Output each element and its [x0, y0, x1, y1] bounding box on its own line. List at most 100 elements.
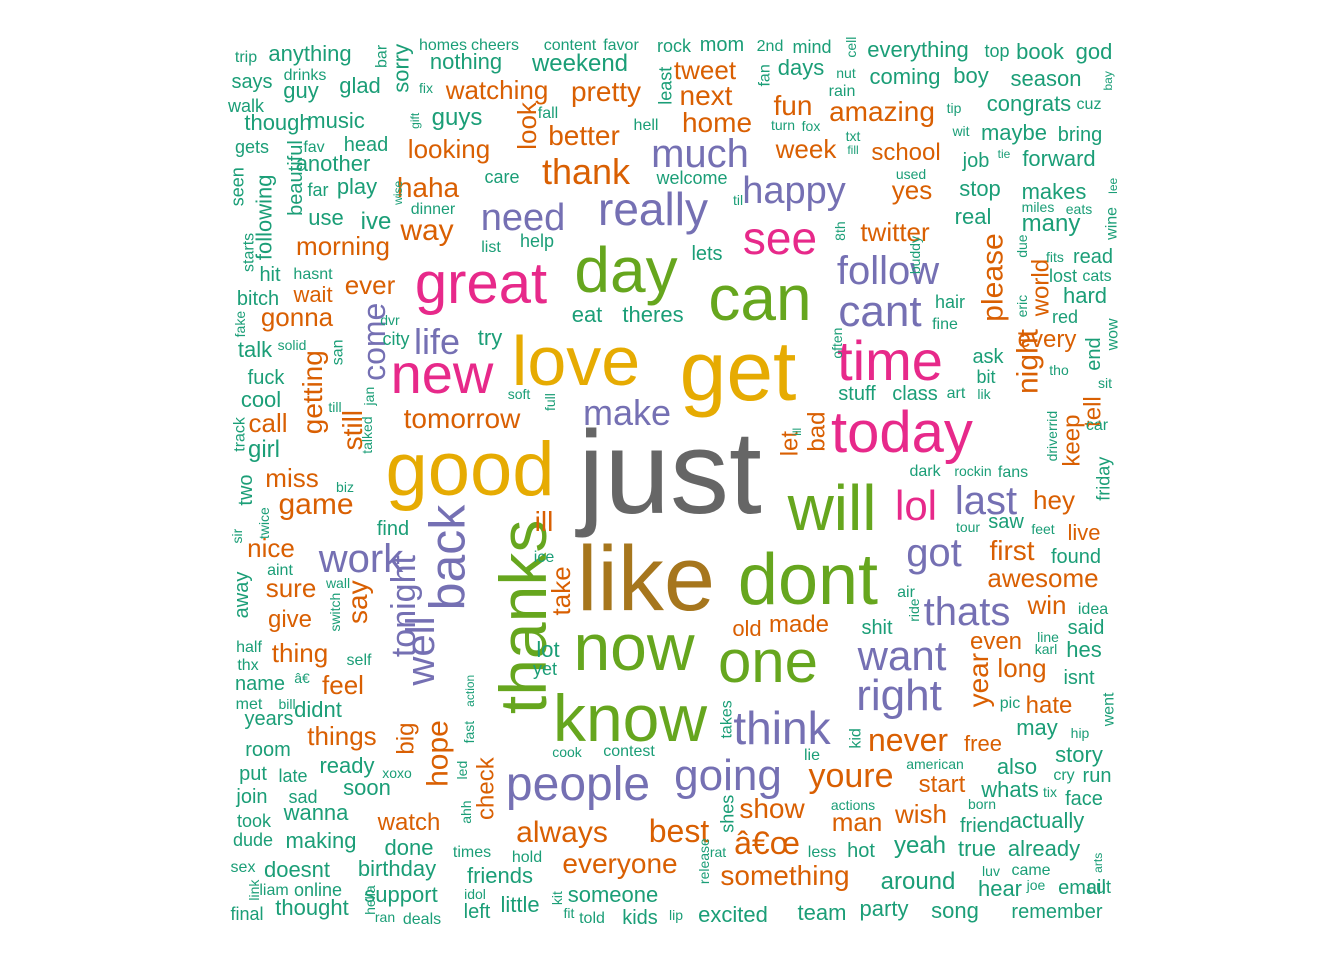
word-car: car — [1086, 417, 1109, 434]
word-isnt: isnt — [1063, 667, 1095, 689]
word-final: final — [230, 904, 263, 924]
word-fast: fast — [461, 721, 477, 744]
word-twitter: twitter — [860, 217, 930, 247]
word-sad: sad — [288, 787, 317, 807]
word-game: game — [278, 488, 353, 521]
word-play: play — [337, 174, 377, 199]
word-congrats: congrats — [987, 91, 1071, 116]
word-little: little — [500, 892, 539, 917]
word-favor: favor — [603, 37, 639, 54]
word-done: done — [385, 835, 434, 860]
word-week: week — [775, 134, 838, 164]
word-school: school — [871, 139, 940, 166]
word-always: always — [516, 816, 608, 849]
word-thought: thought — [275, 895, 348, 920]
word-win: win — [1026, 590, 1066, 620]
word-told: told — [579, 910, 605, 927]
word-real: real — [955, 204, 992, 229]
word-better: better — [548, 120, 620, 151]
word-got: got — [906, 531, 962, 575]
word-made: made — [769, 611, 829, 638]
word-much: much — [651, 132, 749, 176]
word-bad: bad — [803, 412, 830, 452]
word-face: face — [1065, 788, 1103, 810]
word-walk: walk — [227, 96, 265, 116]
word-top: top — [984, 41, 1009, 61]
word-party: party — [860, 896, 909, 921]
word-find: find — [377, 518, 409, 540]
word-really: really — [598, 183, 708, 235]
word-arts: arts — [1091, 853, 1105, 873]
word-came: came — [1011, 862, 1050, 879]
word-action: action — [463, 675, 477, 707]
word-full: full — [542, 393, 558, 411]
word-rain: rain — [829, 83, 856, 100]
word-girl2: gift — [408, 112, 422, 129]
word-remember: remember — [1011, 901, 1102, 923]
word-city: city — [383, 329, 410, 349]
word-went: went — [1101, 692, 1118, 727]
word-hope: hope — [422, 720, 455, 787]
word-sorry: sorry — [389, 44, 414, 93]
word-back: back — [420, 504, 476, 611]
word-less: less — [808, 844, 836, 861]
word-season: season — [1011, 66, 1082, 91]
word-last: last — [955, 479, 1017, 523]
word-sure: sure — [266, 573, 317, 603]
word-ride: ride — [906, 598, 922, 622]
word-gonna: gonna — [261, 302, 334, 332]
word-think: think — [733, 702, 831, 754]
word-try: try — [478, 325, 502, 350]
word-work: work — [318, 537, 404, 581]
word-room: room — [245, 739, 291, 761]
word-sex: sex — [231, 859, 256, 876]
word-karl: karl — [1035, 641, 1058, 657]
word-least: least — [655, 67, 675, 105]
word-thats: thats — [924, 590, 1011, 634]
word-list: list — [481, 239, 501, 256]
word-fox: fox — [802, 118, 821, 134]
word-start: start — [919, 771, 966, 798]
word-sir: sir — [229, 528, 245, 543]
word-left: left — [464, 901, 491, 923]
word-join: join — [235, 786, 267, 808]
word-awesome: awesome — [987, 563, 1098, 593]
word-mind: mind — [792, 37, 831, 57]
word-cats: cats — [1082, 268, 1111, 285]
word-year: year — [963, 653, 994, 707]
word-wanna: wanna — [283, 800, 350, 825]
word-bar: bar — [374, 44, 391, 68]
word-bay: bay — [1101, 71, 1115, 90]
word-morning: morning — [296, 231, 390, 261]
word-big: big — [392, 723, 419, 755]
word-tour: tour — [956, 519, 980, 535]
word-ask: ask — [972, 346, 1004, 368]
word-old: old — [732, 616, 761, 641]
word-yet: yet — [533, 659, 557, 679]
word-thanks: thanks — [486, 520, 560, 714]
word-trip: trip — [235, 49, 257, 66]
word-8th: 8th — [832, 221, 848, 240]
word-today: today — [831, 400, 973, 465]
word-deals: deals — [403, 911, 441, 928]
word-art: art — [947, 385, 966, 402]
word-thing: thing — [272, 638, 328, 668]
word-actually: actually — [1010, 808, 1085, 833]
word-lee: lee — [1106, 177, 1120, 193]
word-content: content — [544, 37, 597, 54]
word-rockin: rockin — [954, 463, 991, 479]
word-hasnt: hasnt — [293, 266, 333, 283]
word-hot: hot — [847, 840, 875, 862]
word-away: away — [231, 572, 253, 619]
word-bit: bit — [976, 367, 995, 387]
word-fuck: fuck — [248, 367, 286, 389]
word-help: help — [520, 231, 554, 251]
word-hard: hard — [1063, 283, 1107, 308]
word-let: let — [776, 431, 803, 457]
word-cook: cook — [552, 744, 583, 760]
word-hold: hold — [512, 849, 542, 866]
word-come: come — [356, 303, 392, 381]
word-lik: lik — [977, 386, 991, 402]
word-welcome: welcome — [655, 168, 727, 188]
word-fun: fun — [774, 90, 813, 121]
